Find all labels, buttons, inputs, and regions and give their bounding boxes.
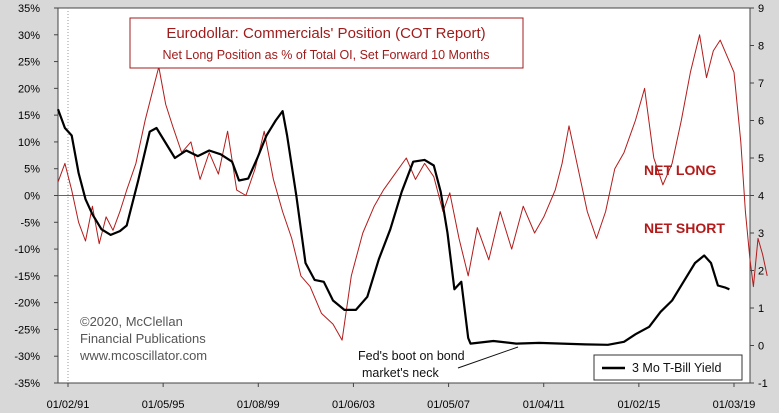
copyright-text: ©2020, McClellan bbox=[80, 314, 183, 329]
left-tick-label: -20% bbox=[14, 298, 40, 310]
right-tick-label: 6 bbox=[758, 116, 764, 128]
right-tick-label: 8 bbox=[758, 41, 764, 53]
chart-subtitle: Net Long Position as % of Total OI, Set … bbox=[162, 48, 489, 62]
right-tick-label: 7 bbox=[758, 78, 764, 90]
fed-annotation-line1: Fed's boot on bond bbox=[358, 349, 465, 363]
publisher-text: Financial Publications bbox=[80, 331, 206, 346]
annotation-net-short: NET SHORT bbox=[644, 220, 725, 236]
x-tick-label: 01/02/15 bbox=[617, 399, 660, 411]
annotation-net-long: NET LONG bbox=[644, 162, 716, 178]
series-line-tbill-yield bbox=[56, 108, 730, 346]
right-tick-label: 1 bbox=[758, 303, 764, 315]
right-tick-label: 5 bbox=[758, 153, 764, 165]
left-tick-label: 10% bbox=[18, 137, 40, 149]
left-tick-label: -25% bbox=[14, 324, 40, 336]
left-axis: 35% 30% 25% 20% 15% 10% 5% 0% -5% -10% -15% -20% -25… bbox=[14, 3, 58, 390]
x-tick-label: 01/08/99 bbox=[237, 399, 280, 411]
left-tick-label: -5% bbox=[20, 217, 40, 229]
fed-annotation-line2: market's neck bbox=[362, 366, 439, 380]
left-tick-label: -10% bbox=[14, 244, 40, 256]
x-tick-label: 01/06/03 bbox=[332, 399, 375, 411]
x-tick-label: 01/04/11 bbox=[523, 399, 565, 411]
legend-label: 3 Mo T-Bill Yield bbox=[632, 361, 721, 375]
x-tick-label: 01/05/95 bbox=[142, 399, 185, 411]
left-tick-label: 20% bbox=[18, 83, 40, 95]
fed-annotation-arrow bbox=[457, 346, 519, 369]
right-tick-label: 2 bbox=[758, 266, 764, 278]
left-tick-label: 25% bbox=[18, 57, 40, 69]
right-axis: 9 8 7 6 5 4 3 2 1 0 -1 bbox=[750, 3, 768, 390]
chart-title: Eurodollar: Commercials' Position (COT R… bbox=[166, 25, 485, 42]
left-tick-label: 35% bbox=[18, 3, 40, 15]
left-tick-label: 30% bbox=[18, 30, 40, 42]
right-tick-label: 4 bbox=[758, 191, 764, 203]
right-tick-label: -1 bbox=[758, 378, 768, 390]
right-tick-label: 0 bbox=[758, 341, 764, 353]
left-tick-label: -15% bbox=[14, 271, 40, 283]
left-tick-label: 5% bbox=[24, 164, 40, 176]
left-tick-label: -30% bbox=[14, 351, 40, 363]
x-axis: 01/02/91 01/05/95 01/08/99 01/06/03 01/05/07… bbox=[47, 383, 756, 411]
right-tick-label: 3 bbox=[758, 228, 764, 240]
left-tick-label: 0% bbox=[24, 191, 40, 203]
series-line-commercials bbox=[57, 34, 768, 341]
series-layer bbox=[56, 34, 768, 346]
x-tick-label: 01/02/91 bbox=[47, 399, 90, 411]
right-tick-label: 9 bbox=[758, 3, 764, 15]
left-tick-label: 15% bbox=[18, 110, 40, 122]
x-tick-label: 01/05/07 bbox=[427, 399, 470, 411]
x-tick-label: 01/03/19 bbox=[713, 399, 756, 411]
website-text: www.mcoscillator.com bbox=[79, 348, 207, 363]
left-tick-label: -35% bbox=[14, 378, 40, 390]
title-box bbox=[129, 17, 524, 69]
